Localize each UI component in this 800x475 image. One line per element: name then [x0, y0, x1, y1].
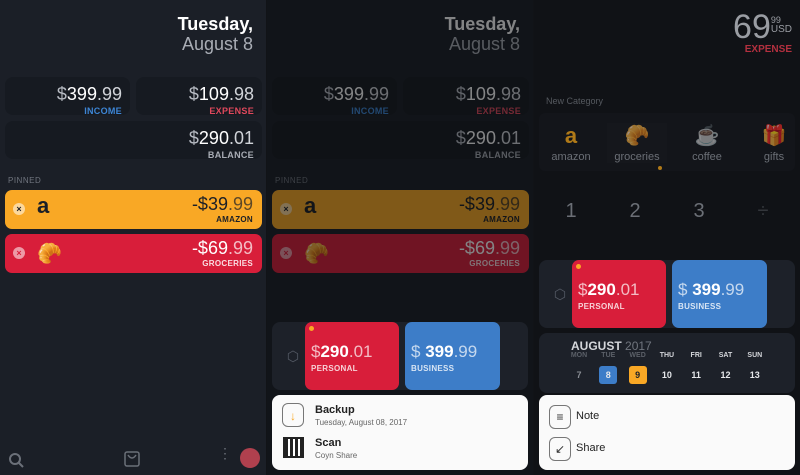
amazon-logo-icon: a — [37, 193, 50, 218]
expense-card[interactable]: $109.98 EXPENSE — [136, 77, 262, 116]
key-3[interactable]: 3 — [693, 200, 705, 222]
calendar-week — [539, 333, 795, 393]
pinned-item-groceries[interactable]: × 🥐 -$69.99 GROCERIES — [272, 234, 529, 273]
backup-button[interactable]: Backup — [315, 404, 355, 416]
calendar-day[interactable]: 8 — [599, 366, 618, 384]
weekday-label: WED — [629, 352, 646, 359]
qr-code-icon[interactable] — [283, 437, 304, 458]
selected-dot — [576, 264, 581, 269]
weekday-label: SUN — [747, 352, 763, 359]
share-arrow-icon[interactable]: ↙ — [549, 437, 571, 461]
category-coffee[interactable]: ☕ coffee — [677, 123, 737, 163]
calendar-day[interactable]: 13 — [749, 370, 760, 380]
croissant-icon: 🥐 — [624, 125, 650, 147]
category-row — [539, 113, 795, 171]
selected-dot — [309, 326, 314, 331]
amazon-logo-icon: a — [304, 193, 317, 218]
calendar-month: AUGUST 2017 — [571, 339, 652, 353]
date-day: August 8 — [448, 34, 520, 54]
amazon-logo-icon: a — [564, 123, 578, 148]
key-divide[interactable]: ÷ — [757, 200, 769, 222]
add-expense-screen: 6999 USD EXPENSE New Category a amazon 🥐 gr… — [534, 0, 800, 475]
income-card[interactable]: $399.99 INCOME — [5, 77, 130, 116]
inbox-icon[interactable] — [124, 451, 140, 467]
calendar-day[interactable]: 10 — [661, 370, 672, 380]
category-amazon[interactable]: a amazon — [541, 123, 601, 163]
wallet-personal[interactable]: $290.01 PERSONAL — [572, 260, 666, 328]
remove-icon[interactable]: × — [13, 247, 25, 259]
remove-icon[interactable]: × — [280, 203, 292, 215]
weekday-label: MON — [570, 352, 588, 359]
calendar-day[interactable]: 7 — [576, 370, 582, 380]
remove-icon[interactable]: × — [13, 203, 25, 215]
balance-card[interactable]: $290.01 BALANCE — [5, 121, 262, 160]
key-2[interactable]: 2 — [629, 200, 641, 222]
pinned-item-amazon[interactable]: × a -$39.99 AMAZON — [5, 190, 262, 229]
balance-label: BALANCE — [207, 150, 254, 160]
category-gifts[interactable]: 🎁 gifts — [744, 123, 800, 163]
wallet-business[interactable]: $ 399.99 BUSINESS — [405, 322, 500, 390]
note-icon[interactable]: ≡ — [549, 405, 571, 429]
calendar-day[interactable]: 11 — [691, 370, 701, 380]
add-wallet-icon[interactable]: ⬡ — [553, 286, 567, 302]
more-icon[interactable]: ⋮ — [218, 445, 232, 461]
scan-button[interactable]: Scan — [315, 437, 342, 449]
share-button[interactable]: Share — [576, 442, 606, 454]
croissant-icon: 🥐 — [304, 243, 329, 265]
croissant-icon: 🥐 — [37, 243, 62, 265]
date-weekday: Tuesday, — [444, 14, 520, 34]
income-label: INCOME — [84, 106, 122, 116]
pinned-item-groceries[interactable]: × 🥐 -$69.99 GROCERIES — [5, 234, 262, 273]
remove-icon[interactable]: × — [280, 247, 292, 259]
selected-dot — [658, 166, 662, 170]
download-icon[interactable]: ↓ — [282, 403, 304, 427]
weekday-label: FRI — [690, 352, 702, 359]
date-day: August 8 — [181, 34, 253, 54]
pinned-header: PINNED — [8, 176, 42, 185]
expense-card[interactable]: $109.98 EXPENSE — [403, 77, 529, 116]
weekday-label: SAT — [718, 352, 733, 359]
category-groceries[interactable]: 🥐 groceries — [607, 123, 667, 170]
action-sheet: ↓ Backup Tuesday, August 08, 2017 Scan C… — [272, 395, 528, 470]
home-screen: Tuesday, August 8 $399.99 INCOME $109.98… — [0, 0, 266, 475]
income-label: INCOME — [351, 106, 389, 116]
add-wallet-icon[interactable]: ⬡ — [286, 348, 300, 364]
balance-label: BALANCE — [474, 150, 521, 160]
calendar-day[interactable]: 12 — [720, 370, 731, 380]
bottom-toolbar: ⋮ — [0, 445, 266, 475]
entry-type: EXPENSE — [744, 44, 792, 55]
amount-display: 6999 USD EXPENSE — [733, 8, 792, 55]
action-sheet: ≡ Note ↙ Share — [539, 395, 795, 470]
key-1[interactable]: 1 — [565, 200, 577, 222]
pinned-header: PINNED — [275, 176, 309, 185]
expense-label: EXPENSE — [476, 106, 521, 116]
wallet-personal[interactable]: $290.01 PERSONAL — [305, 322, 399, 390]
calendar-day[interactable]: 9 — [628, 366, 647, 384]
note-button[interactable]: Note — [576, 410, 600, 422]
wallet-business[interactable]: $ 399.99 BUSINESS — [672, 260, 767, 328]
coffee-cup-icon: ☕ — [694, 125, 720, 147]
weekday-label: THU — [659, 352, 675, 359]
search-icon[interactable] — [8, 452, 24, 468]
weekday-label: TUE — [601, 352, 616, 359]
date-weekday: Tuesday, — [177, 14, 253, 34]
expense-label: EXPENSE — [209, 106, 254, 116]
avatar[interactable] — [240, 448, 260, 468]
home-screen-menu: Tuesday, August 8 $399.99 INCOME $109.98… — [267, 0, 533, 475]
new-category-label[interactable]: New Category — [546, 96, 604, 106]
pinned-item-amazon[interactable]: × a -$39.99 AMAZON — [272, 190, 529, 229]
balance-card[interactable]: $290.01 BALANCE — [272, 121, 529, 160]
income-card[interactable]: $399.99 INCOME — [272, 77, 397, 116]
gift-icon: 🎁 — [761, 125, 787, 147]
